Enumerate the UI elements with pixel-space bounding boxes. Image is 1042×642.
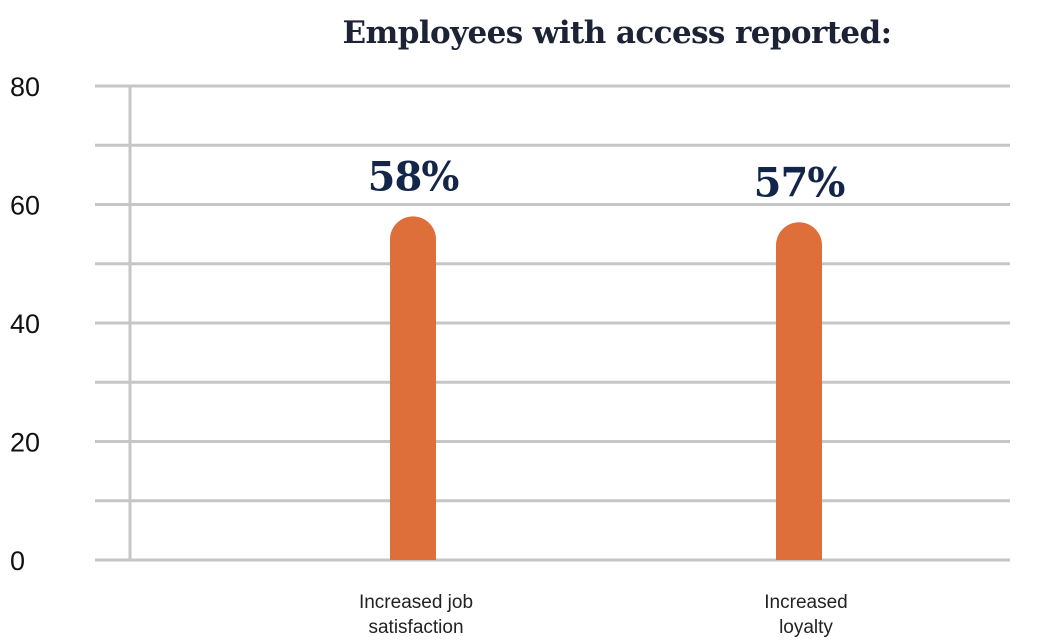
x-tick-label: Increased (764, 592, 847, 613)
bar (390, 216, 436, 560)
chart-title: Employees with access reported: (343, 15, 892, 51)
y-tick-label: 40 (10, 309, 40, 339)
bar-value-label: 58% (368, 153, 460, 200)
bars (390, 216, 822, 560)
y-tick-label: 20 (10, 428, 40, 458)
x-tick-label: Increased job (359, 592, 473, 613)
y-tick-label: 0 (10, 546, 25, 576)
x-tick-label: satisfaction (368, 617, 463, 638)
gridlines (95, 84, 1010, 562)
y-tick-label: 60 (10, 191, 40, 221)
x-tick-label: loyalty (779, 617, 833, 638)
bar (776, 222, 822, 560)
y-tick-label: 80 (10, 72, 40, 102)
bar-value-label: 57% (754, 159, 846, 206)
labels: 0 20 40 60 80 58% Increased job satisfaction 57%… (10, 72, 848, 638)
